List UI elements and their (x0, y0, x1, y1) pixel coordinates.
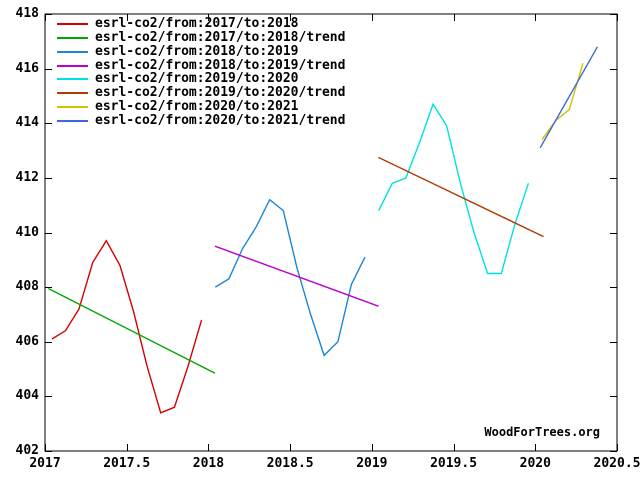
legend-label: esrl-co2/from:2018/to:2019/trend (95, 57, 346, 73)
y-tick-label: 402 (15, 443, 39, 458)
legend-swatch (57, 92, 88, 95)
y-tick-label: 406 (15, 333, 39, 349)
watermark: WoodForTrees.org (484, 425, 600, 439)
series-line-co2-2019 (378, 102, 530, 275)
y-tick-label: 408 (15, 279, 39, 295)
legend-label: esrl-co2/from:2018/to:2019 (95, 43, 299, 59)
x-tick-label: 2019 (356, 456, 388, 471)
legend-item: esrl-co2/from:2017/to:2018 (57, 17, 299, 31)
plot-frame (44, 13, 618, 452)
legend-swatch (57, 106, 88, 109)
legend-label: esrl-co2/from:2017/to:2018/trend (95, 29, 346, 45)
legend-item: esrl-co2/from:2019/to:2020/trend (57, 86, 345, 100)
legend-item: esrl-co2/from:2020/to:2021/trend (57, 114, 345, 128)
legend-label: esrl-co2/from:2019/to:2020 (95, 71, 299, 87)
x-tick-label: 2019.5 (430, 456, 478, 471)
series-line-co2-2019-trend (378, 156, 544, 238)
legend-label: esrl-co2/from:2020/to:2021/trend (95, 113, 346, 129)
legend-item: esrl-co2/from:2018/to:2019/trend (57, 57, 346, 73)
legend-item: esrl-co2/from:2020/to:2021 (57, 100, 299, 114)
legend-swatch (57, 36, 88, 39)
series-line-co2-2020-trend (539, 46, 599, 149)
x-tick-label: 2017 (29, 456, 61, 471)
y-tick-label: 416 (15, 60, 39, 76)
y-tick-label: 418 (15, 6, 39, 21)
legend-item: esrl-co2/from:2019/to:2020 (57, 72, 299, 86)
legend-item: esrl-co2/from:2018/to:2019 (57, 43, 299, 59)
series-line-co2-2017 (51, 239, 203, 414)
y-tick-label: 414 (15, 115, 39, 131)
legend-swatch (57, 78, 88, 81)
series-line-co2-2020 (541, 63, 584, 141)
y-tick-label: 404 (15, 388, 39, 404)
series-line-co2-2018-trend (214, 245, 379, 307)
x-tick-label: 2017.5 (103, 456, 151, 471)
x-tick-label: 2018.5 (266, 456, 314, 471)
y-tick-label: 410 (15, 224, 39, 240)
legend-label: esrl-co2/from:2017/to:2018 (95, 16, 299, 31)
series-line-co2-2017-trend (47, 287, 216, 374)
x-tick-label: 2018 (192, 456, 225, 471)
legend-swatch (57, 120, 88, 123)
x-tick-label: 2020.5 (593, 456, 640, 471)
legend-swatch (57, 64, 88, 67)
y-tick-label: 412 (15, 169, 39, 185)
legend-label: esrl-co2/from:2020/to:2021 (95, 99, 299, 115)
legend-label: esrl-co2/from:2019/to:2020/trend (95, 85, 346, 101)
legend-swatch (57, 50, 88, 53)
x-tick-label: 2020 (519, 456, 551, 471)
legend-item: esrl-co2/from:2017/to:2018/trend (57, 29, 346, 45)
legend-swatch (57, 23, 88, 25)
series-line-co2-2018 (214, 198, 366, 357)
